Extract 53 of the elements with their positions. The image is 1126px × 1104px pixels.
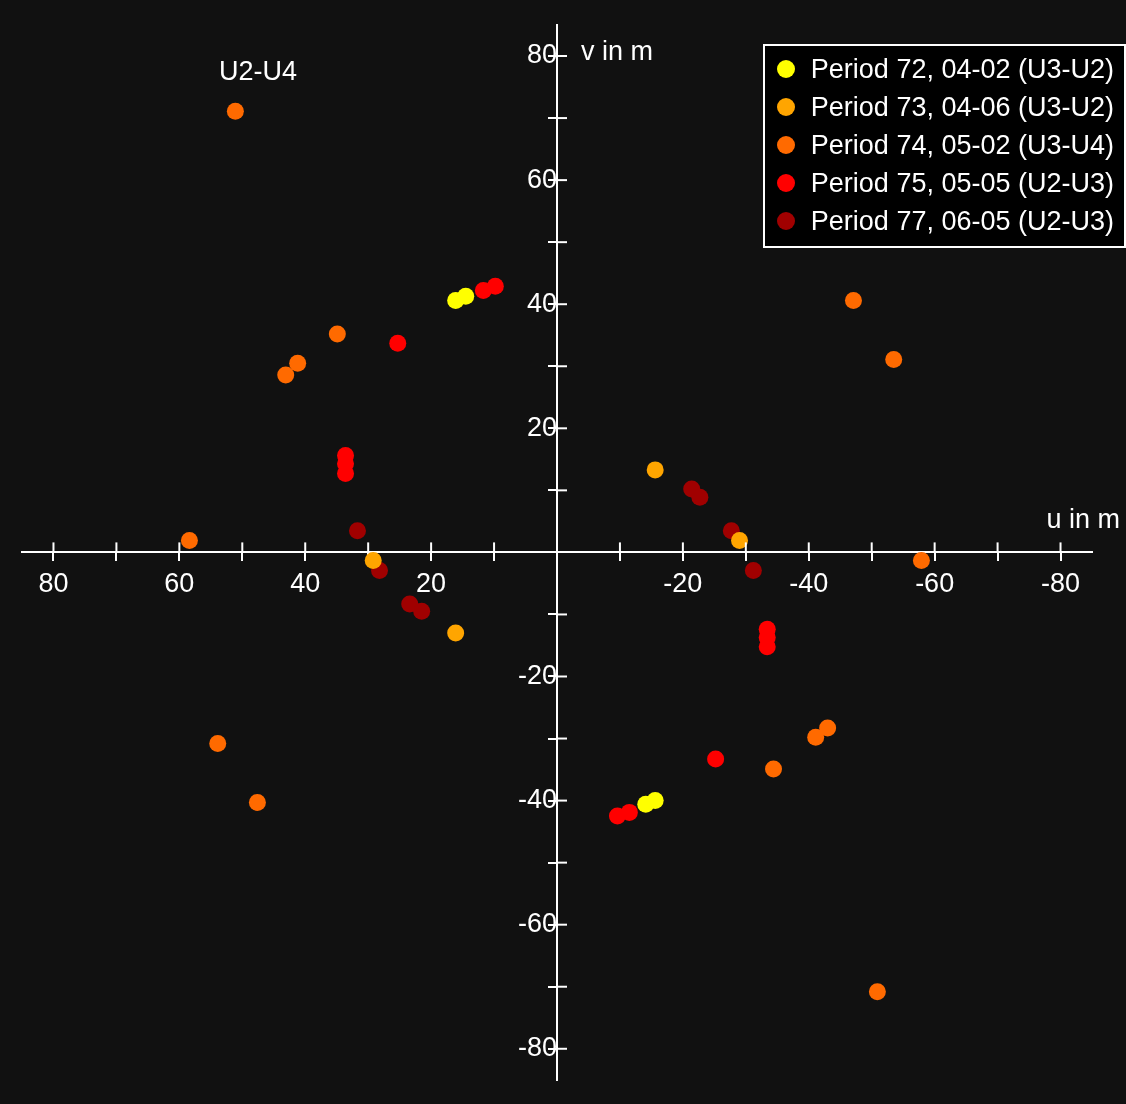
legend-label: Period 77, 06-05 (U2-U3) xyxy=(810,205,1114,237)
point xyxy=(868,983,886,1001)
point xyxy=(819,719,837,737)
point xyxy=(620,803,638,821)
point xyxy=(744,561,762,579)
x-tick-label: 40 xyxy=(290,568,321,599)
point xyxy=(707,750,725,768)
point xyxy=(389,334,407,352)
y-tick-label: -20 xyxy=(517,659,557,690)
point xyxy=(486,277,504,295)
point xyxy=(912,551,930,569)
x-tick-label: -60 xyxy=(915,568,955,599)
point xyxy=(328,325,346,343)
point xyxy=(348,522,366,540)
point xyxy=(413,602,431,620)
y-tick-label: -80 xyxy=(517,1032,557,1063)
point xyxy=(289,354,307,372)
point xyxy=(364,551,382,569)
y-tick-label: 20 xyxy=(526,411,557,442)
point xyxy=(731,532,749,550)
point xyxy=(646,792,664,810)
point xyxy=(646,461,664,479)
y-tick-label: -40 xyxy=(517,784,557,815)
x-tick-label: -80 xyxy=(1041,568,1081,599)
legend-label: Period 74, 05-02 (U3-U4) xyxy=(810,129,1114,161)
point xyxy=(248,793,266,811)
legend-label: Period 75, 05-05 (U2-U3) xyxy=(810,167,1114,199)
annotation: U2-U4 xyxy=(218,56,298,87)
point xyxy=(180,532,198,550)
legend-label: Period 73, 04-06 (U3-U2) xyxy=(810,91,1114,123)
point xyxy=(447,624,465,642)
point xyxy=(226,102,244,120)
point xyxy=(691,488,709,506)
legend-label: Period 72, 04-02 (U3-U2) xyxy=(810,53,1114,85)
x-tick-label: -20 xyxy=(663,568,703,599)
y-tick-label: 60 xyxy=(526,163,557,194)
x-tick-label: 20 xyxy=(416,568,447,599)
point xyxy=(401,595,419,613)
point xyxy=(885,350,903,368)
y-axis-title: v in m xyxy=(581,36,654,67)
point xyxy=(765,760,783,778)
point xyxy=(277,366,295,384)
point xyxy=(209,735,227,753)
x-tick-label: 60 xyxy=(164,568,195,599)
y-tick-label: -60 xyxy=(517,908,557,939)
point xyxy=(457,287,475,305)
x-tick-label: 80 xyxy=(38,568,69,599)
x-axis-title: u in m xyxy=(1046,504,1120,535)
x-tick-label: -40 xyxy=(789,568,829,599)
point xyxy=(807,728,825,746)
y-tick-label: 80 xyxy=(526,39,557,70)
point xyxy=(844,291,862,309)
y-tick-label: 40 xyxy=(526,287,557,318)
